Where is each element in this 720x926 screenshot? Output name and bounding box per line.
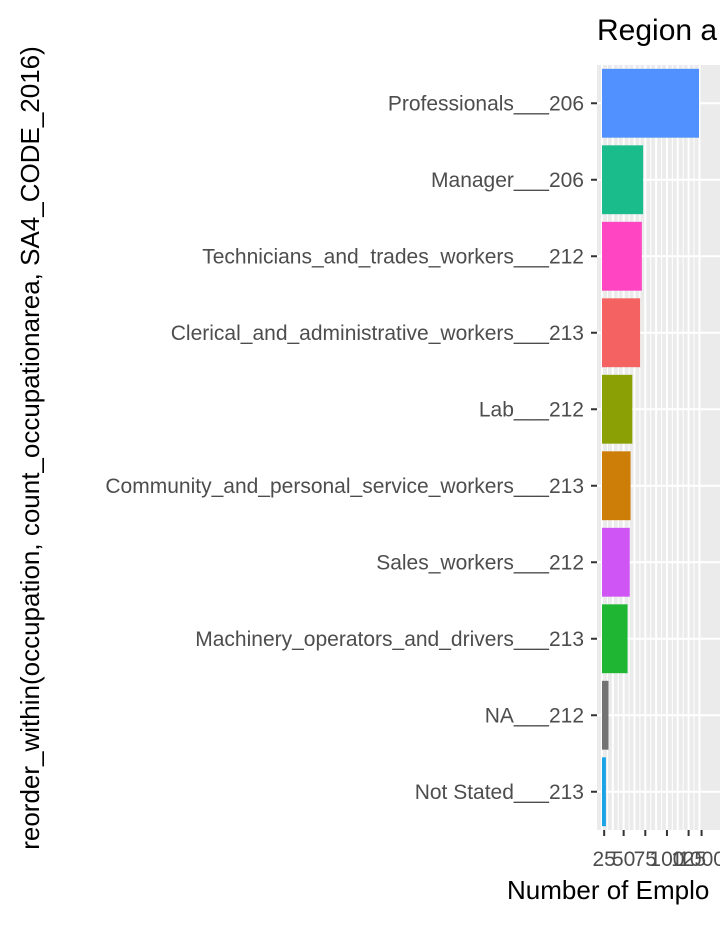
bar <box>602 68 699 138</box>
bar <box>602 145 644 215</box>
bar <box>602 298 641 368</box>
y-tick-label: Technicians_and_trades_workers___212 <box>202 245 584 268</box>
bar <box>602 527 630 597</box>
y-axis-categories: Professionals___206 Manager___206 Technici… <box>105 92 597 804</box>
x-tick-label: 50 <box>612 848 635 871</box>
bar <box>602 757 606 827</box>
bar <box>602 221 642 291</box>
y-tick-label: Clerical_and_administrative_workers___21… <box>171 322 584 345</box>
bar <box>602 451 631 521</box>
y-tick-label: Not Stated___213 <box>415 781 584 804</box>
chart-title: Region a <box>597 14 717 47</box>
y-tick-label: Community_and_personal_service_workers__… <box>105 475 584 498</box>
y-tick-label: Professionals___206 <box>388 92 584 115</box>
bar <box>602 604 628 674</box>
y-axis-title: reorder_within(occupation, count_occupat… <box>15 46 45 850</box>
x-tick-label: 125 <box>671 848 706 871</box>
x-tick-label: 1000 <box>678 848 720 871</box>
y-tick-label: NA___212 <box>485 704 584 727</box>
y-tick-label: Machinery_operators_and_drivers___213 <box>195 628 584 651</box>
x-axis-title: Number of Emplo <box>507 875 709 905</box>
y-tick-label: Lab___212 <box>479 398 584 421</box>
y-tick-label: Manager___206 <box>431 169 584 192</box>
x-tick-label: 75 <box>634 848 657 871</box>
bar <box>602 374 633 444</box>
bar <box>602 680 609 750</box>
bars <box>602 68 699 827</box>
y-tick-label: Sales_workers___212 <box>376 551 584 574</box>
x-tick-label: 25 <box>592 848 615 871</box>
x-tick-label: 100 <box>649 848 684 871</box>
